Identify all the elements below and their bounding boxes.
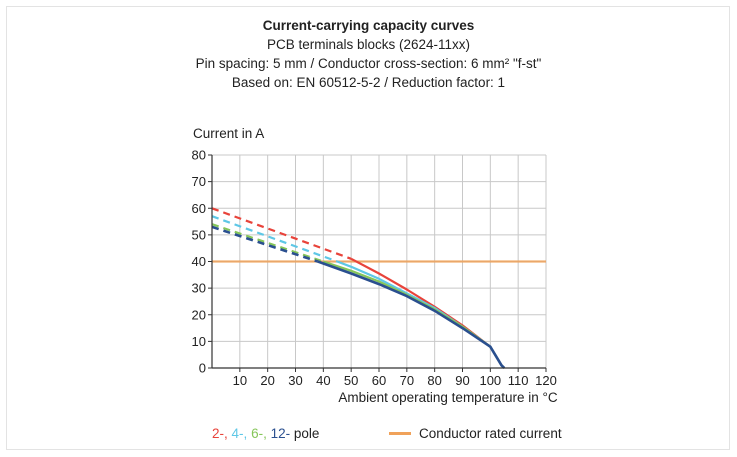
y-tick-label-10: 10: [192, 334, 206, 349]
x-tick-label-70: 70: [400, 373, 414, 388]
series-pole_4-dashed: [211, 215, 338, 263]
chart-subtitle-2: Pin spacing: 5 mm / Conductor cross-sect…: [195, 56, 542, 71]
legend-rated-swatch: [389, 431, 411, 435]
x-tick-label-110: 110: [508, 373, 529, 388]
chart-title: Current-carrying capacity curves: [262, 18, 475, 33]
series-layer: [211, 207, 506, 369]
legend-pole-suffix: pole: [293, 426, 320, 441]
chart-subtitle-3: Based on: EN 60512-5-2 / Reduction facto…: [231, 75, 506, 90]
y-tick-label-80: 80: [192, 148, 206, 163]
legend-pole-12: 12-: [270, 426, 291, 441]
x-tick-label-120: 120: [535, 373, 557, 388]
legend-rated: Conductor rated current: [389, 426, 562, 441]
legend-pole-4: 4-,: [231, 426, 248, 441]
y-tick-label-30: 30: [192, 281, 206, 296]
x-tick-label-40: 40: [316, 373, 330, 388]
x-tick-label-60: 60: [372, 373, 386, 388]
series-pole_2-dashed: [211, 207, 352, 260]
x-tick-label-20: 20: [260, 373, 274, 388]
x-tick-label-30: 30: [288, 373, 302, 388]
axes: [208, 154, 547, 372]
x-axis-label: Ambient operating temperature in °C: [338, 390, 558, 405]
series-pole_12-solid: [317, 260, 506, 369]
series-pole_2-solid: [350, 257, 506, 369]
legend-pole-2: 2-,: [212, 426, 228, 441]
legend-rated-label: Conductor rated current: [419, 426, 562, 441]
y-tick-label-60: 60: [192, 201, 206, 216]
series-pole_6-dashed: [211, 223, 324, 263]
x-tick-label-50: 50: [344, 373, 358, 388]
y-axis-label: Current in A: [193, 126, 264, 141]
series-pole_12-dashed: [211, 225, 319, 263]
y-tick-label-50: 50: [192, 227, 206, 242]
x-tick-label-100: 100: [479, 373, 501, 388]
y-tick-label-20: 20: [192, 307, 206, 322]
x-tick-label-10: 10: [233, 373, 247, 388]
legend-poles: 2-, 4-, 6-, 12- pole: [212, 426, 319, 441]
chart-titles: Current-carrying capacity curves PCB ter…: [0, 16, 737, 92]
x-tick-label-90: 90: [455, 373, 469, 388]
chart-frame: [6, 6, 730, 450]
y-tick-label-0: 0: [199, 361, 206, 376]
y-tick-label-70: 70: [192, 174, 206, 189]
x-tick-label-80: 80: [427, 373, 441, 388]
chart-subtitle-1: PCB terminals blocks (2624-11xx): [266, 37, 471, 52]
y-tick-label-40: 40: [192, 254, 206, 269]
legend-pole-6: 6-,: [251, 426, 267, 441]
tick-labels: 0 10 20 30 40 50 60 70 80 10 20 30 40 50 60 70 80 90 100 11…: [192, 148, 557, 389]
